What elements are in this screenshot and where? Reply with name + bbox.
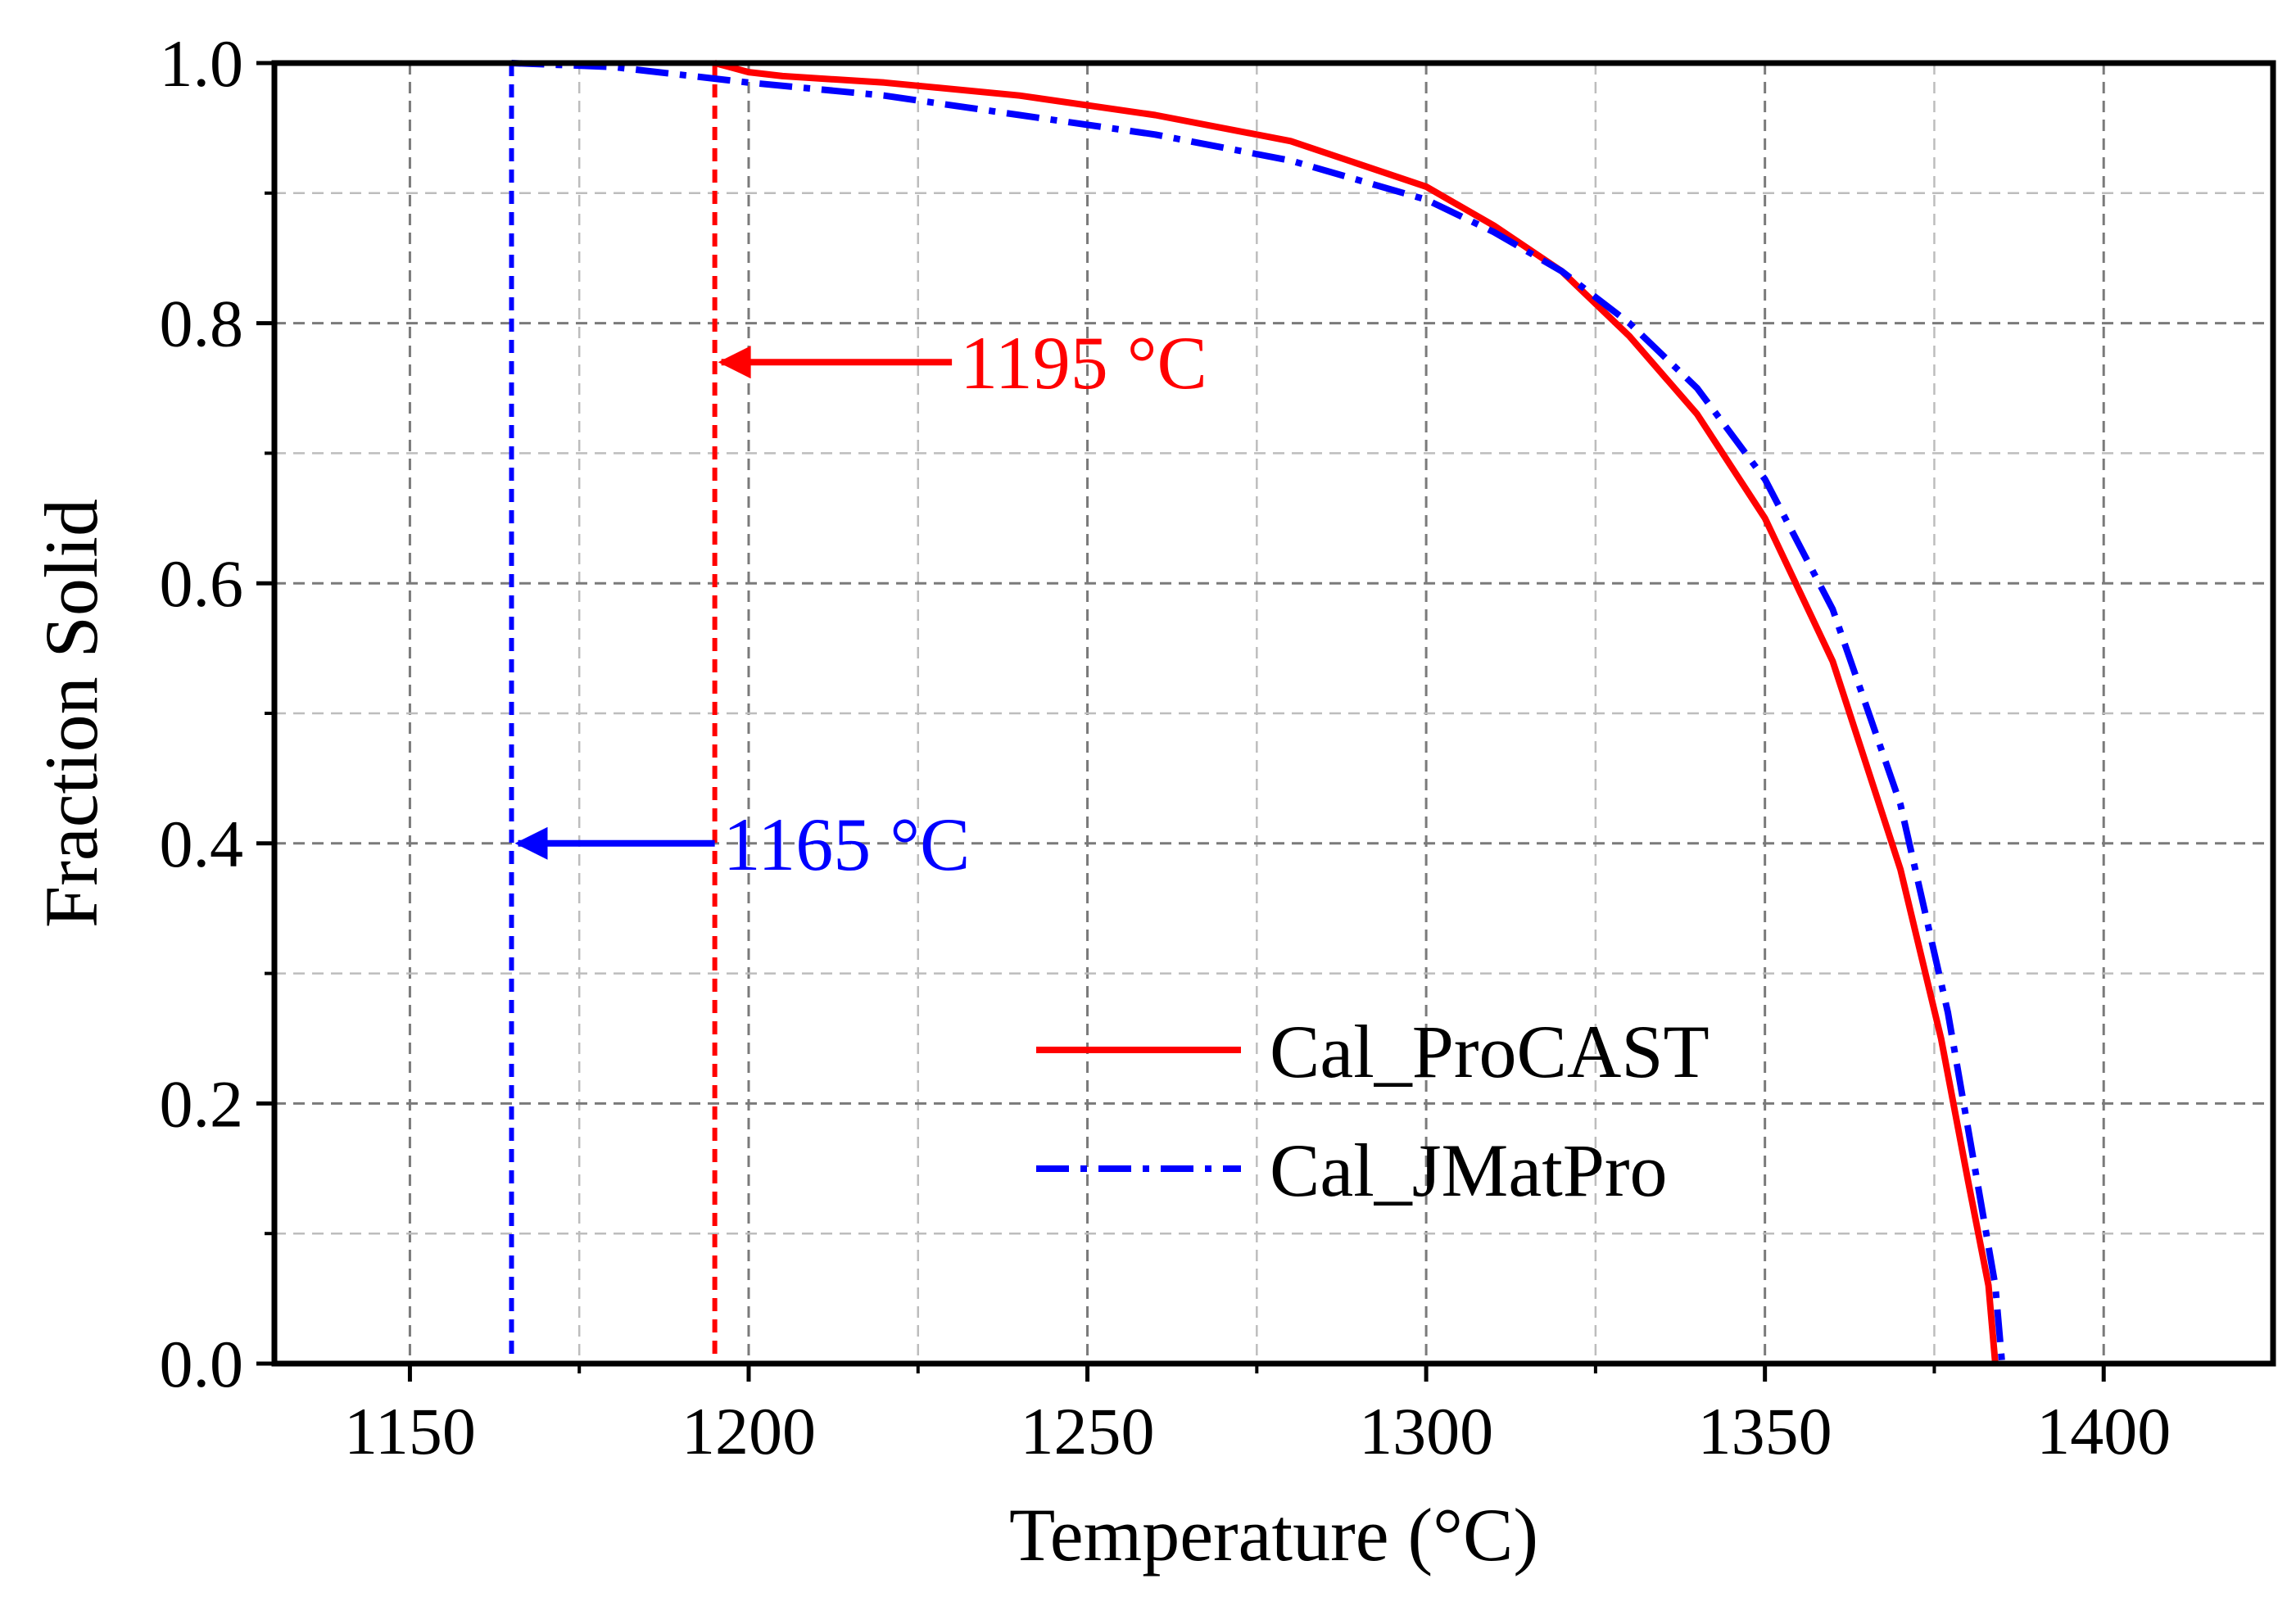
y-tick-label: 0.4 xyxy=(160,807,244,881)
x-tick-label: 1150 xyxy=(344,1394,476,1468)
x-tick-label: 1350 xyxy=(1698,1394,1832,1468)
annotation-label: 1165 °C xyxy=(723,803,971,886)
x-tick-label: 1250 xyxy=(1021,1394,1155,1468)
annotation-label: 1195 °C xyxy=(960,321,1207,405)
y-tick-label: 0.2 xyxy=(160,1066,244,1141)
y-tick-label: 0.8 xyxy=(160,287,244,361)
y-axis-title: Fraction Solid xyxy=(29,499,113,928)
series-line-cal-jmatpro xyxy=(511,60,2006,1364)
legend: Cal_ProCAST Cal_JMatPro xyxy=(1036,1010,1710,1212)
y-tick-label: 1.0 xyxy=(160,26,244,101)
x-tick-label: 1400 xyxy=(2036,1394,2171,1468)
x-tick-label: 1200 xyxy=(682,1394,816,1468)
x-tick-label: 1300 xyxy=(1359,1394,1493,1468)
legend-label: Cal_ProCAST xyxy=(1270,1010,1710,1093)
grid-layer xyxy=(274,63,2273,1364)
series-layer xyxy=(509,60,2006,1364)
x-axis-title: Temperature (°C) xyxy=(1009,1493,1538,1577)
y-tick-label: 0.6 xyxy=(160,546,244,621)
axes-layer: 1150 1200 1250 1300 1350 1400 0.0 0.2 0.4 0.6 0.8 1… xyxy=(29,26,2276,1577)
legend-label: Cal_JMatPro xyxy=(1270,1129,1668,1212)
annotation-layer: 1195 °C 1165 °C xyxy=(514,321,1207,886)
y-tick-label: 0.0 xyxy=(160,1327,244,1401)
